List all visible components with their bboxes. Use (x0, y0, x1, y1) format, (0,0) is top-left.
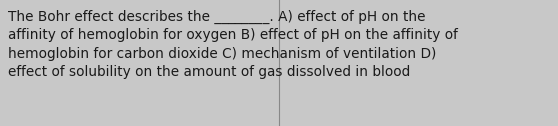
Text: The Bohr effect describes the ________. A) effect of pH on the
affinity of hemog: The Bohr effect describes the ________. … (8, 10, 458, 79)
